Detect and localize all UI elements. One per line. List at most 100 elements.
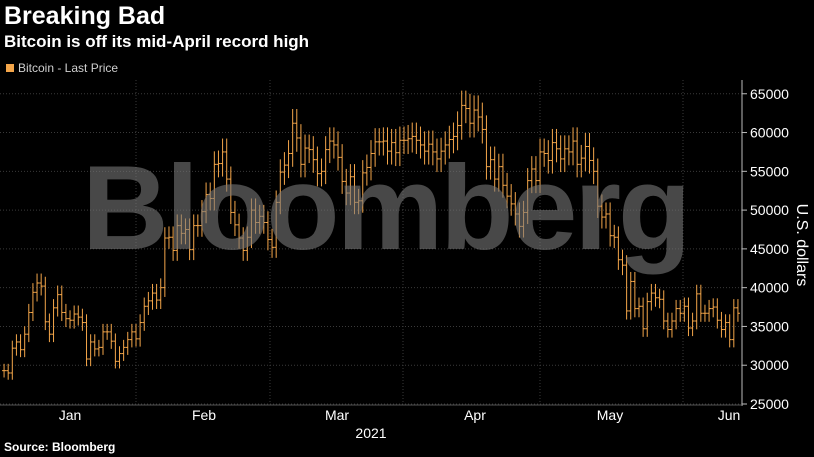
price-bar xyxy=(2,363,7,378)
price-bar xyxy=(290,108,295,167)
price-bar xyxy=(14,334,19,356)
price-bar xyxy=(175,214,180,261)
price-bar xyxy=(212,151,217,211)
chart-title: Breaking Bad xyxy=(4,2,166,30)
chart-subtitle: Bitcoin is off its mid-April record high xyxy=(4,32,310,51)
price-bar xyxy=(674,299,679,330)
price-bar xyxy=(373,128,378,167)
x-tick-label: May xyxy=(597,407,623,423)
price-bar xyxy=(649,283,654,311)
x-tick-label: Mar xyxy=(325,407,349,423)
price-bar xyxy=(113,333,118,369)
price-bar xyxy=(129,323,134,348)
price-bar xyxy=(616,226,621,270)
price-bar xyxy=(257,204,262,234)
price-bar xyxy=(51,299,56,343)
price-bar xyxy=(356,188,361,215)
price-bar xyxy=(274,190,279,258)
price-bar xyxy=(463,90,468,124)
price-bar xyxy=(509,184,514,216)
x-axis-year-label: 2021 xyxy=(355,425,386,441)
price-bar xyxy=(492,146,497,192)
price-bar xyxy=(513,192,518,226)
price-bar xyxy=(661,290,666,330)
price-bar xyxy=(72,305,77,329)
price-bar xyxy=(121,339,126,361)
price-bar xyxy=(690,312,695,337)
price-bar xyxy=(426,130,431,165)
price-bar xyxy=(641,297,646,337)
y-tick-label: 55000 xyxy=(750,163,789,179)
price-bar xyxy=(232,200,237,237)
price-bar xyxy=(608,202,613,247)
price-bar xyxy=(315,146,320,187)
price-bar xyxy=(393,128,398,167)
price-bar xyxy=(669,312,674,338)
price-bar xyxy=(612,224,617,249)
price-bar xyxy=(204,182,209,224)
price-bar xyxy=(694,284,699,330)
price-bar xyxy=(154,283,159,310)
price-bar xyxy=(389,128,394,165)
price-bar xyxy=(187,218,192,261)
price-bar xyxy=(245,226,250,261)
y-tick-label: 30000 xyxy=(750,357,789,373)
price-bar xyxy=(538,138,543,194)
price-bar xyxy=(344,168,349,206)
price-bar xyxy=(191,214,196,261)
price-bar xyxy=(628,271,633,320)
x-tick-label: Feb xyxy=(192,407,216,423)
price-bar xyxy=(467,93,472,138)
price-bar xyxy=(84,314,89,367)
price-bar xyxy=(109,323,114,349)
price-bar xyxy=(340,144,345,194)
price-bar xyxy=(707,299,712,322)
price-bar xyxy=(117,346,122,369)
y-tick-label: 65000 xyxy=(750,86,789,102)
price-bar xyxy=(723,314,728,338)
price-bar xyxy=(472,95,477,138)
price-bar xyxy=(579,144,584,178)
price-bar xyxy=(484,115,489,180)
price-bar xyxy=(533,156,538,194)
price-bar xyxy=(636,297,641,318)
price-bar xyxy=(241,227,246,261)
price-bar xyxy=(208,182,213,211)
price-bar xyxy=(47,313,52,343)
price-bar xyxy=(224,138,229,192)
price-bar xyxy=(101,323,106,355)
price-bar xyxy=(150,283,155,310)
price-bar xyxy=(364,154,369,186)
price-bar xyxy=(727,314,732,348)
price-bar xyxy=(55,285,60,317)
price-bar xyxy=(554,128,559,163)
x-tick-label: Apr xyxy=(464,407,486,423)
price-bar xyxy=(282,152,287,185)
y-axis: 25000 30000 35000 40000 45000 50000 55000 60000… xyxy=(741,80,810,412)
price-bar xyxy=(35,273,40,302)
price-bar xyxy=(162,227,167,297)
price-bar xyxy=(228,166,233,224)
price-bar xyxy=(443,131,448,165)
price-bar xyxy=(96,339,101,357)
x-axis: Jan Feb Mar Apr May Jun 2021 xyxy=(0,404,742,441)
price-bar xyxy=(311,136,316,173)
price-bar xyxy=(278,159,283,215)
price-bar xyxy=(517,202,522,238)
price-bar xyxy=(237,213,242,249)
price-bar xyxy=(385,127,390,165)
price-bar xyxy=(542,138,547,167)
x-tick-label: Jun xyxy=(718,407,741,423)
price-bar xyxy=(575,127,580,178)
price-bar xyxy=(500,153,505,198)
price-bar xyxy=(331,127,336,159)
price-bar xyxy=(195,214,200,237)
price-bar xyxy=(418,126,423,159)
price-bar xyxy=(401,126,406,155)
price-bar xyxy=(323,136,328,185)
price-bar xyxy=(620,249,625,276)
price-bar xyxy=(352,164,357,215)
price-bar xyxy=(146,291,151,316)
price-bar xyxy=(216,150,221,178)
price-bar xyxy=(595,158,600,218)
